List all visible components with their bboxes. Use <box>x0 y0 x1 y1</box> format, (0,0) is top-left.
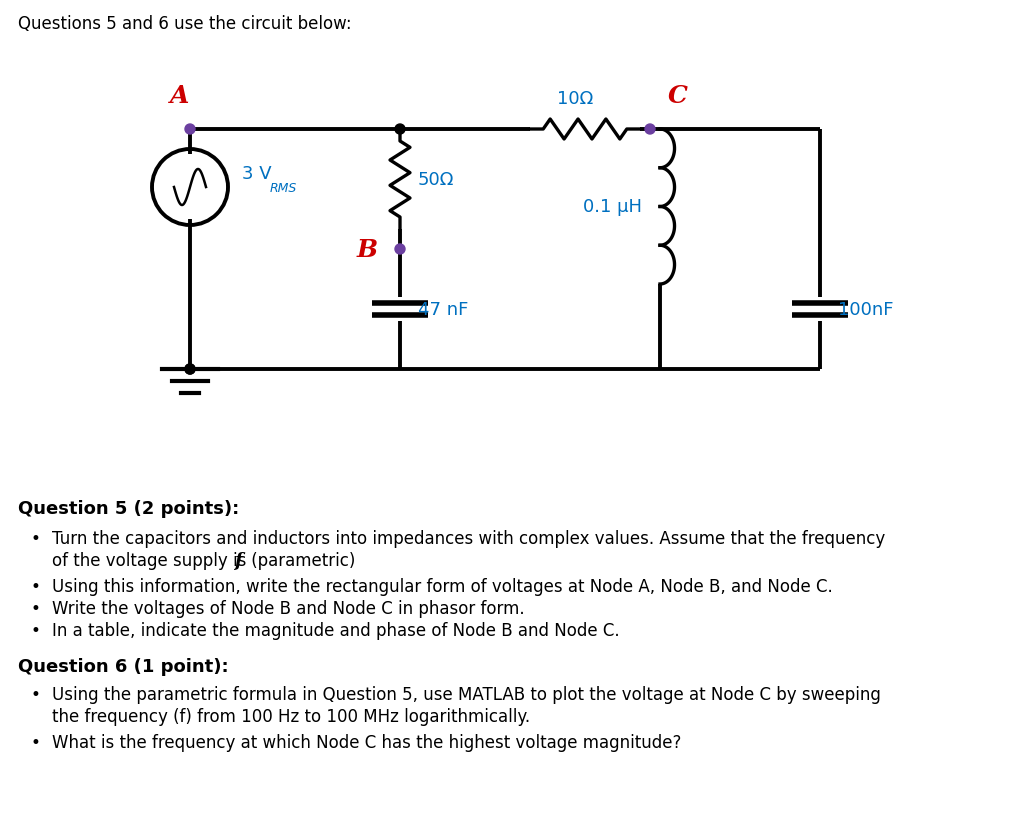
Text: 10Ω: 10Ω <box>557 90 593 108</box>
Text: 50Ω: 50Ω <box>418 171 455 188</box>
Text: 3 V: 3 V <box>242 165 271 183</box>
Text: A: A <box>170 84 189 108</box>
Circle shape <box>185 364 195 374</box>
Text: Questions 5 and 6 use the circuit below:: Questions 5 and 6 use the circuit below: <box>18 15 351 33</box>
Text: In a table, indicate the magnitude and phase of Node B and Node C.: In a table, indicate the magnitude and p… <box>52 622 620 639</box>
Text: Using this information, write the rectangular form of voltages at Node A, Node B: Using this information, write the rectan… <box>52 577 833 595</box>
Text: Using the parametric formula in Question 5, use MATLAB to plot the voltage at No: Using the parametric formula in Question… <box>52 686 881 704</box>
Text: What is the frequency at which Node C has the highest voltage magnitude?: What is the frequency at which Node C ha… <box>52 733 681 751</box>
Text: Write the voltages of Node B and Node C in phasor form.: Write the voltages of Node B and Node C … <box>52 600 524 618</box>
Text: •: • <box>30 622 40 639</box>
Text: Question 6 (1 point):: Question 6 (1 point): <box>18 657 228 675</box>
Text: B: B <box>357 238 378 262</box>
Text: •: • <box>30 529 40 547</box>
Text: 100nF: 100nF <box>838 301 894 319</box>
Circle shape <box>395 245 406 255</box>
Text: C: C <box>668 84 688 108</box>
Circle shape <box>395 124 406 135</box>
Circle shape <box>645 124 655 135</box>
Text: •: • <box>30 686 40 704</box>
Text: •: • <box>30 600 40 618</box>
Circle shape <box>185 364 195 374</box>
Text: 0.1 μH: 0.1 μH <box>583 198 642 216</box>
Text: the frequency (f) from 100 Hz to 100 MHz logarithmically.: the frequency (f) from 100 Hz to 100 MHz… <box>52 707 530 725</box>
Circle shape <box>185 124 195 135</box>
Text: 47 nF: 47 nF <box>418 301 468 319</box>
Text: f: f <box>234 551 242 569</box>
Text: •: • <box>30 577 40 595</box>
Text: Question 5 (2 points):: Question 5 (2 points): <box>18 500 240 518</box>
Text: RMS: RMS <box>270 181 297 194</box>
Text: •: • <box>30 733 40 751</box>
Text: (parametric): (parametric) <box>246 551 355 569</box>
Text: of the voltage supply is: of the voltage supply is <box>52 551 252 569</box>
Text: Turn the capacitors and inductors into impedances with complex values. Assume th: Turn the capacitors and inductors into i… <box>52 529 886 547</box>
